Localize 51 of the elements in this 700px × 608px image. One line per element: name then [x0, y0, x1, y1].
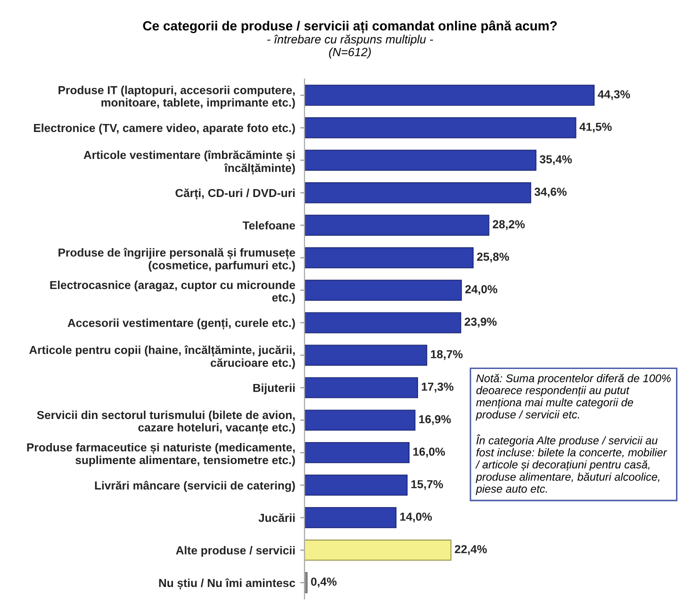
- bar: [304, 442, 410, 464]
- data-label: 44,3%: [598, 90, 630, 100]
- data-label: 22,4%: [454, 545, 487, 555]
- data-label: 0,4%: [311, 578, 337, 588]
- data-label: 34,6%: [534, 188, 567, 198]
- data-label: 17,3%: [422, 382, 454, 392]
- data-label: 14,0%: [400, 512, 432, 522]
- bar: [304, 474, 408, 496]
- annotation: În categoria Alte produse / servicii au fost incluse: bilete la concerte, mobilier / articole și decorațiuni pentru casă, produse alimentare, băuturi alcoolice, piese auto etc.: [475, 434, 668, 495]
- data-label: 16,9%: [419, 415, 451, 425]
- bar: [304, 540, 452, 561]
- chart-subtitle: - întrebare cu răspuns multiplu - (N=612): [267, 34, 434, 59]
- bar: [304, 247, 474, 268]
- y-tick-label: Accesorii vestimentare (genți, curele etc.): [68, 318, 295, 330]
- y-tick-label: Livrări mâncare (servicii de catering): [95, 480, 295, 492]
- bar: [304, 280, 462, 301]
- bar: [304, 117, 576, 138]
- data-label: 24,0%: [465, 285, 498, 295]
- annotation: Notă: Suma procentelor diferă de 100% deoarece respondenții au putut menționa mai multe categorii de produse / servicii etc.: [476, 374, 671, 421]
- y-tick-label: Alte produse / servicii: [176, 546, 295, 557]
- bar: [304, 344, 428, 366]
- data-label: 41,5%: [580, 122, 612, 133]
- data-label: 23,9%: [464, 318, 497, 328]
- y-tick-label: Electrocasnice (aragaz, cuptor cu microunde etc.): [50, 280, 296, 304]
- bar: [304, 507, 396, 528]
- y-tick-label: Produse IT (laptopuri, accesorii computere, monitoare, tablete, imprimante etc.): [58, 86, 295, 109]
- y-tick-label: Jucării: [258, 513, 295, 522]
- y-tick-label: Bijuterii: [253, 384, 295, 394]
- bar: [304, 312, 462, 334]
- data-label: 15,7%: [411, 480, 444, 490]
- data-label: 25,8%: [477, 252, 510, 262]
- data-label: 18,7%: [430, 350, 463, 360]
- bar: [304, 214, 490, 236]
- y-tick-label: Produse farmaceutice și naturiste (medicamente, suplimente alimentare, tensiometre etc.): [27, 442, 295, 466]
- chart-title: Ce categorii de produse / servicii ați comandat online până acum?: [143, 20, 557, 34]
- y-tick-label: Articole vestimentare (îmbrăcăminte și încălțăminte): [84, 150, 295, 175]
- y-tick-label: Nu știu / Nu îmi amintesc: [159, 578, 296, 590]
- y-tick-label: Servicii din sectorul turismului (bilete de avion, cazare hoteluri, vacanțe etc.): [37, 410, 295, 434]
- bar: [304, 182, 532, 204]
- y-tick-label: Articole pentru copii (haine, încălțăminte, jucării, cărucioare etc.): [29, 345, 295, 370]
- y-tick-label: Electronice (TV, camere video, aparate foto etc.): [34, 124, 295, 134]
- y-tick-label: Telefoane: [242, 221, 296, 230]
- data-label: 16,0%: [413, 448, 445, 458]
- bar: [304, 410, 416, 431]
- data-label: 35,4%: [540, 155, 572, 166]
- data-label: 28,2%: [492, 220, 525, 230]
- bar: [304, 84, 595, 106]
- bar: [304, 377, 418, 398]
- y-tick-label: Cărți, CD-uri / DVD-uri: [176, 188, 295, 200]
- bar: [304, 150, 536, 171]
- y-tick-label: Produse de îngrijire personală și frumusețe (cosmetice, parfumuri etc.): [58, 248, 296, 272]
